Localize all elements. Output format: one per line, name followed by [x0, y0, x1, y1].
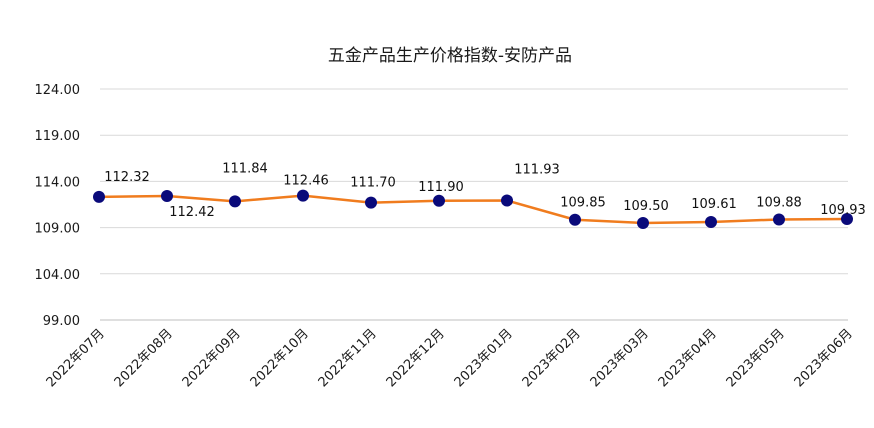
x-tick-label: 2022年07月 [44, 326, 108, 390]
data-label: 109.88 [756, 195, 802, 210]
data-point [229, 195, 241, 208]
data-label: 109.93 [820, 203, 866, 218]
x-tick-label: 2023年02月 [520, 326, 584, 390]
series-markers [93, 189, 853, 229]
data-label: 109.50 [623, 199, 669, 214]
data-point [773, 213, 785, 226]
data-label: 109.85 [560, 196, 606, 211]
chart-title: 五金产品生产价格指数-安防产品 [328, 46, 572, 66]
y-tick-label: 124.00 [35, 83, 81, 98]
x-tick-label: 2023年04月 [656, 326, 720, 390]
x-tick-label: 2022年11月 [316, 326, 380, 390]
data-label: 111.90 [418, 180, 464, 195]
x-axis-ticks: 2022年07月 2022年08月 2022年09月 2022年10月 2022年11月… [44, 326, 856, 390]
series-line [98, 194, 848, 225]
data-label: 112.46 [283, 174, 329, 189]
y-tick-label: 109.00 [35, 222, 81, 237]
x-tick-label: 2022年08月 [112, 326, 176, 390]
y-tick-label: 119.00 [35, 129, 81, 144]
data-label: 111.70 [350, 176, 396, 191]
x-tick-label: 2023年01月 [452, 326, 516, 390]
data-label: 112.42 [169, 205, 215, 220]
data-label: 111.84 [222, 161, 268, 176]
data-labels: 112.32 112.42 111.84 112.46 111.70 111.90 111.… [104, 161, 866, 220]
x-tick-label: 2022年10月 [248, 326, 312, 390]
data-label: 112.32 [104, 170, 150, 185]
y-tick-label: 104.00 [35, 268, 81, 283]
y-tick-label: 99.00 [43, 314, 80, 329]
data-point [501, 194, 513, 207]
data-point [705, 215, 717, 228]
y-tick-label: 114.00 [35, 175, 81, 190]
x-tick-label: 2022年12月 [384, 326, 448, 390]
grid-lines [100, 88, 848, 321]
x-tick-label: 2023年03月 [588, 326, 652, 390]
series-line-path [98, 194, 848, 225]
data-point [297, 189, 309, 202]
x-tick-label: 2022年09月 [180, 326, 244, 390]
y-axis-ticks: 99.00 104.00 109.00 114.00 119.00 124.00 [35, 83, 81, 329]
data-point [637, 216, 649, 229]
data-point [433, 194, 445, 207]
data-point [365, 196, 377, 209]
data-label: 109.61 [691, 197, 737, 212]
data-point [161, 189, 173, 202]
x-tick-label: 2023年06月 [792, 326, 856, 390]
data-point [569, 213, 581, 226]
x-tick-label: 2023年05月 [724, 326, 788, 390]
data-label: 111.93 [514, 163, 560, 178]
data-point [93, 190, 105, 203]
data-point [841, 213, 853, 226]
